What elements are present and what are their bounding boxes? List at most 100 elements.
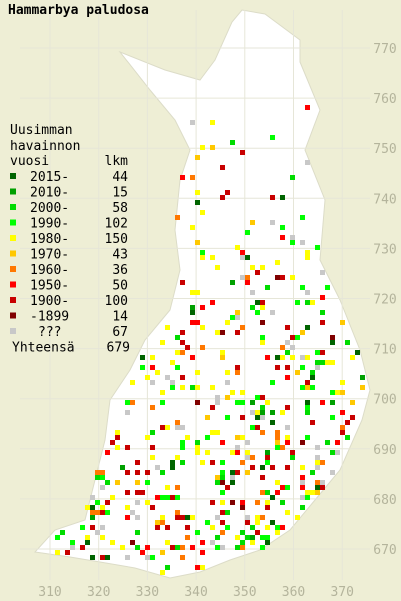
observation-square	[180, 375, 185, 380]
observation-square	[230, 480, 235, 485]
legend-label: 1900-	[30, 294, 69, 309]
observation-square	[320, 485, 325, 490]
observation-square	[235, 400, 240, 405]
observation-square	[255, 515, 260, 520]
observation-square	[285, 435, 290, 440]
observation-square	[135, 490, 140, 495]
observation-square	[240, 325, 245, 330]
observation-square	[230, 475, 235, 480]
observation-square	[115, 430, 120, 435]
observation-square	[100, 505, 105, 510]
observation-square	[305, 250, 310, 255]
observation-square	[305, 435, 310, 440]
observation-square	[225, 415, 230, 420]
observation-square	[315, 490, 320, 495]
observation-square	[325, 285, 330, 290]
observation-square	[175, 215, 180, 220]
observation-square	[340, 320, 345, 325]
observation-square	[340, 425, 345, 430]
observation-square	[335, 440, 340, 445]
observation-square	[115, 435, 120, 440]
observation-square	[250, 525, 255, 530]
observation-square	[150, 505, 155, 510]
observation-square	[250, 465, 255, 470]
observation-square	[190, 225, 195, 230]
observation-square	[280, 275, 285, 280]
observation-square	[330, 340, 335, 345]
observation-square	[275, 490, 280, 495]
observation-square	[190, 515, 195, 520]
observation-square	[125, 445, 130, 450]
x-tick-label: 360	[282, 585, 305, 600]
observation-square	[215, 475, 220, 480]
observation-square	[320, 295, 325, 300]
legend-swatch	[10, 250, 16, 257]
legend-label: 1970-	[30, 248, 69, 263]
observation-square	[170, 495, 175, 500]
observation-square	[165, 425, 170, 430]
observation-square	[155, 370, 160, 375]
observation-square	[215, 545, 220, 550]
observation-square	[270, 520, 275, 525]
observation-square	[245, 515, 250, 520]
observation-square	[215, 265, 220, 270]
observation-square	[345, 435, 350, 440]
observation-square	[255, 425, 260, 430]
observation-square	[220, 545, 225, 550]
observation-square	[220, 460, 225, 465]
observation-square	[315, 445, 320, 450]
observation-square	[300, 285, 305, 290]
observation-square	[295, 300, 300, 305]
observation-square	[260, 300, 265, 305]
observation-square	[290, 355, 295, 360]
observation-square	[305, 290, 310, 295]
x-tick-label: 370	[330, 585, 353, 600]
observation-square	[210, 500, 215, 505]
observation-square	[300, 440, 305, 445]
observation-square	[220, 480, 225, 485]
x-tick-label: 320	[87, 585, 110, 600]
observation-square	[250, 535, 255, 540]
observation-square	[195, 240, 200, 245]
observation-square	[150, 405, 155, 410]
observation-square	[245, 230, 250, 235]
legend-column: vuosi	[10, 154, 49, 169]
observation-square	[240, 545, 245, 550]
observation-square	[355, 350, 360, 355]
observation-square	[290, 345, 295, 350]
observation-square	[170, 460, 175, 465]
observation-square	[135, 470, 140, 475]
y-tick-label: 740	[373, 192, 396, 207]
y-tick-label: 770	[373, 42, 396, 57]
observation-square	[260, 410, 265, 415]
observation-square	[310, 385, 315, 390]
observation-square	[85, 535, 90, 540]
observation-square	[190, 305, 195, 310]
observation-square	[235, 310, 240, 315]
observation-square	[235, 330, 240, 335]
observation-square	[245, 520, 250, 525]
observation-square	[175, 335, 180, 340]
observation-square	[240, 390, 245, 395]
y-tick-label: 670	[373, 543, 396, 558]
observation-square	[350, 355, 355, 360]
observation-square	[200, 325, 205, 330]
observation-square	[275, 355, 280, 360]
y-tick-label: 750	[373, 142, 396, 157]
observation-square	[165, 540, 170, 545]
observation-square	[100, 535, 105, 540]
legend-label: 1960-	[30, 263, 69, 278]
observation-square	[265, 455, 270, 460]
observation-square	[245, 440, 250, 445]
observation-square	[90, 515, 95, 520]
observation-square	[165, 565, 170, 570]
observation-square	[175, 545, 180, 550]
observation-square	[195, 565, 200, 570]
observation-square	[305, 255, 310, 260]
observation-square	[240, 255, 245, 260]
observation-square	[315, 360, 320, 365]
observation-square	[210, 540, 215, 545]
legend-label: 1950-	[30, 279, 69, 294]
observation-square	[180, 425, 185, 430]
